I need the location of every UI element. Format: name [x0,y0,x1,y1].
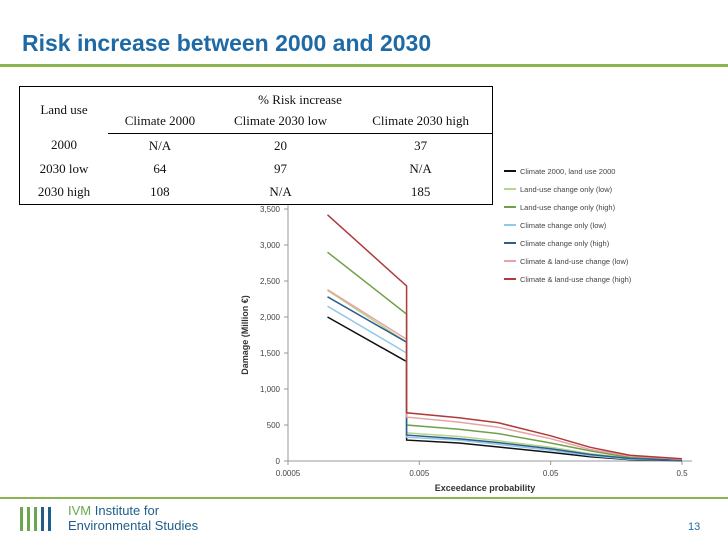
legend-label: Climate change only (low) [520,221,607,230]
y-tick-label: 3,500 [260,205,281,214]
y-tick-label: 500 [267,421,281,430]
x-tick-label: 0.5 [676,469,688,478]
column-header-climate-2000: Climate 2000 [108,109,212,134]
legend-label: Climate & land-use change (high) [520,275,632,284]
x-tick-label: 0.0005 [276,469,301,478]
ivm-logo-bars-icon [20,507,51,531]
series-line-1 [327,316,683,462]
legend-label: Land-use change only (high) [520,203,616,212]
damage-chart: 0 500 1,000 1,500 2,000 2,500 3,000 3,500 0.0005… [240,167,692,493]
series-line-5 [327,296,683,462]
row-label: 2030 low [39,161,89,177]
table-cell: 20 [274,137,288,153]
table-cell: N/A [269,184,292,200]
table-cell: 37 [414,137,428,153]
table-row: 2030 low 64 97 N/A [20,157,492,180]
y-tick-label: 2,500 [260,277,281,286]
slide-title: Risk increase between 2000 and 2030 [22,30,432,56]
logo-ivm: IVM [68,503,92,518]
footer-divider [0,497,728,499]
series-line-7 [326,214,683,460]
row-label: 2000 [51,137,77,153]
table-header-row: Land use % Risk increase [20,87,492,117]
title-divider [0,64,728,67]
table-cell: N/A [148,137,172,153]
legend-label: Land-use change only (low) [520,185,613,194]
table-cell: 64 [153,161,167,177]
damage-chart-panel: 0 500 1,000 1,500 2,000 2,500 3,000 3,500 0.0005… [232,149,716,498]
row-label: 2030 high [37,184,91,200]
table-row: 2030 high 108 N/A 185 [20,181,492,204]
page-number: 13 [688,521,701,533]
y-tick-label: 3,000 [260,241,281,250]
logo-environmental-studies: Environmental Studies [68,518,199,533]
column-header-climate-2030-high: Climate 2030 high [349,109,492,134]
table-cell: N/A [409,161,432,177]
legend-label: Climate change only (high) [520,239,610,248]
x-tick-label: 0.05 [543,469,559,478]
legend-label: Climate 2000, land use 2000 [520,167,615,176]
y-axis-label: Damage (Million €) [240,295,250,375]
legend-label: Climate & land-use change (low) [520,257,629,266]
logo-institute-for: Institute for [91,503,160,518]
y-tick-label: 1,500 [260,349,281,358]
table-subheader-row: Climate 2000 Climate 2030 low Climate 20… [20,109,492,134]
table-cell: 97 [274,161,288,177]
series-line-4 [327,305,683,462]
y-tick-label: 2,000 [260,313,281,322]
x-axis-label: Exceedance probability [435,483,536,493]
y-tick-label: 0 [276,457,281,466]
risk-increase-group-header: % Risk increase [258,92,342,107]
x-tick-label: 0.005 [409,469,430,478]
column-header-climate-2030-low: Climate 2030 low [211,109,350,134]
ivm-logo-text: IVM Institute for Environmental Studies [68,503,198,533]
risk-increase-table: Land use % Risk increase Climate 2000 Cl… [19,86,493,205]
ivm-logo: IVM Institute for Environmental Studies [20,503,220,535]
table-cell: 185 [410,184,431,200]
y-tick-label: 1,000 [260,385,281,394]
table-cell: 108 [150,184,170,200]
table-row: 2000 N/A 20 37 [20,134,492,158]
series-line-6 [327,288,683,460]
land-use-header: Land use [40,102,88,118]
